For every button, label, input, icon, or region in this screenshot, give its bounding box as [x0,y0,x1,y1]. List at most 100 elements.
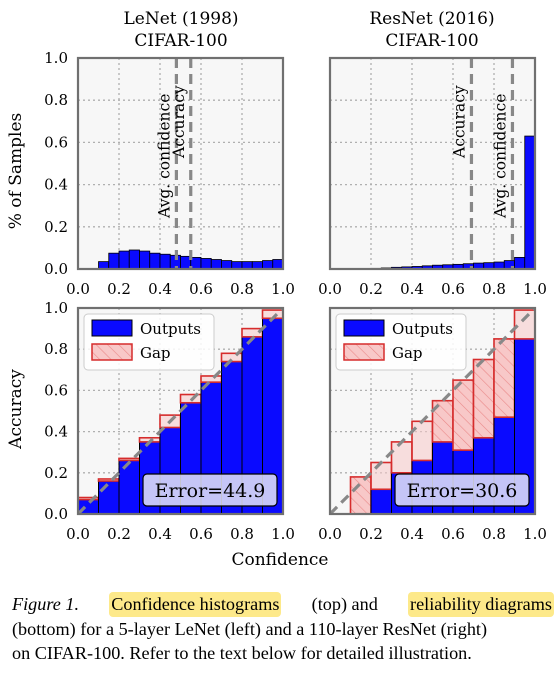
x-tick-label: 0.0 [66,525,90,543]
accuracy-label: Accuracy [450,85,468,159]
legend: Outputs Gap [335,313,467,371]
histogram-bar [108,252,120,270]
y-tick-label: 0.0 [44,505,68,523]
caption-line-2: (bottom) for a 5-layer LeNet (left) and … [12,618,488,639]
plot-frame [328,56,537,271]
gap-bar [118,457,141,462]
panel-subtitle-resnet: CIFAR-100 [385,31,478,51]
x-tick-label: 0.6 [189,280,213,298]
x-tick-label: 0.6 [441,525,465,543]
y-tick-label: 0.2 [44,218,68,236]
histogram-bar [210,259,222,270]
histogram-bar [139,250,151,270]
histogram-bar [128,249,140,270]
x-tick-label: 1.0 [271,525,295,543]
outputs-bar [98,480,120,515]
error-box [394,473,530,507]
x-tick-label: 0.0 [318,525,342,543]
y-tick-label: 1.0 [44,299,68,317]
gap-bar [493,338,516,418]
gap-bar [370,461,393,491]
perfect-calibration-diagonal [328,306,537,516]
histogram-bar [241,261,253,270]
histogram-bar [272,259,284,270]
histogram-bar [149,252,161,270]
plot-frame [328,306,537,516]
gap-bar [200,375,223,383]
gap-bar [390,441,413,474]
y-tick-label: 0.6 [44,381,68,399]
y-tick-label: 0.6 [44,133,68,151]
caption-text-1: (top) and [311,594,378,614]
caption-line-1: Figure 1. Confidence histograms (top) an… [12,592,554,617]
error-annotation: Error=44.9 [142,473,278,507]
figure-caption: Figure 1. Confidence histograms (top) an… [12,592,554,666]
legend-label-gap: Gap [392,344,423,362]
histogram-bar [98,261,110,270]
panel-title-lenet: LeNet (1998) [123,9,238,29]
x-tick-label: 0.8 [230,280,254,298]
caption-line-3: on CIFAR-100. Refer to the text below fo… [12,643,472,663]
plot-background [78,58,283,269]
histogram-bar [262,260,274,270]
x-tick-label: 0.2 [107,525,131,543]
x-tick-label: 0.4 [148,525,172,543]
y-tick-label: 0.8 [44,340,68,358]
gap-bar [349,476,372,515]
plot-frame [76,306,285,516]
figure: LeNet (1998) CIFAR-100 ResNet (2016) CIF… [6,9,547,570]
x-tick-label: 0.0 [318,280,342,298]
histogram-bar [159,253,171,270]
y-axis-label-reliability: Accuracy [6,369,26,450]
gap-bar [472,358,495,439]
y-axis-label-hist: % of Samples [6,113,26,230]
x-tick-label: 0.2 [107,280,131,298]
legend-swatch-outputs [343,319,385,337]
caption-label: Figure 1. [12,594,80,614]
x-tick-label: 0.6 [441,280,465,298]
accuracy-label: Accuracy [170,85,188,159]
panel-subtitle-lenet: CIFAR-100 [134,31,227,51]
avg-confidence-label: Avg. confidence [155,94,173,219]
x-axis-label-confidence: Confidence [231,550,328,570]
gap-bar [513,309,536,340]
x-tick-label: 0.2 [359,525,383,543]
x-tick-label: 1.0 [523,280,547,298]
caption-highlight-confidence-histograms: Confidence histograms [109,592,282,617]
histogram-bar [118,250,130,270]
y-tick-label: 0.4 [44,176,68,194]
legend-swatch-outputs [91,319,133,337]
outputs-bar [118,459,140,515]
error-text: Error=44.9 [155,480,266,502]
histogram-bar [514,256,526,270]
histogram-bar [524,135,536,270]
legend-swatch-gap [91,343,133,361]
x-tick-label: 0.4 [400,525,424,543]
perfect-calibration-diagonal [76,306,285,516]
x-tick-label: 0.8 [230,525,254,543]
x-tick-label: 0.6 [189,525,213,543]
outputs-bar [370,488,392,515]
x-tick-label: 0.8 [482,280,506,298]
x-tick-label: 0.0 [66,280,90,298]
plot-frame [76,56,285,271]
histogram-bar [221,260,233,270]
histogram-bar [251,261,263,270]
chart-panel-3: Outputs Gap Error=44.9 0.0 0.2 0.4 0.6 0.8 1.0 0.… [44,299,295,543]
x-tick-label: 1.0 [271,280,295,298]
error-annotation: Error=30.6 [394,473,530,507]
legend: Outputs Gap [83,313,215,371]
plot-background [330,58,535,269]
x-tick-label: 0.4 [400,280,424,298]
x-tick-label: 0.8 [482,525,506,543]
legend-label-outputs: Outputs [140,320,201,338]
gap-bar [452,379,475,451]
x-tick-label: 1.0 [523,525,547,543]
x-tick-label: 0.2 [359,280,383,298]
avg-confidence-label: Avg. confidence [491,94,509,219]
chart-panel-2: Accuracy Avg. confidence 0.0 0.2 0.4 0.6 0.8 1.… [318,56,547,298]
y-tick-label: 0.0 [44,260,68,278]
caption-highlight-reliability-diagrams: reliability diagrams [408,592,554,617]
error-box [142,473,278,507]
